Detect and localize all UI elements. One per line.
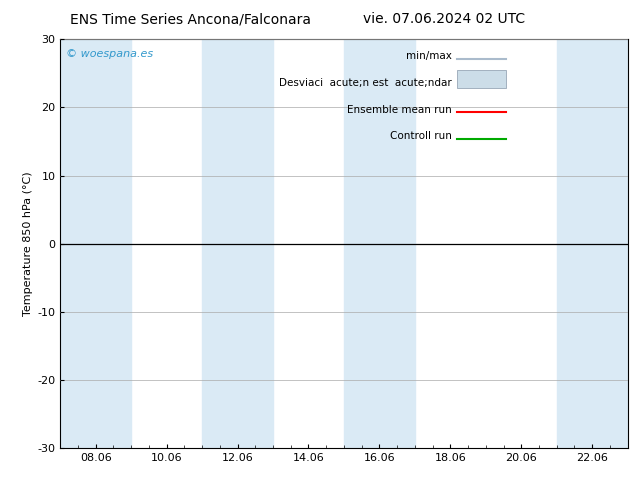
Bar bbox=[344, 39, 415, 448]
Text: Desviaci  acute;n est  acute;ndar: Desviaci acute;n est acute;ndar bbox=[279, 78, 452, 88]
Text: ENS Time Series Ancona/Falconara: ENS Time Series Ancona/Falconara bbox=[70, 12, 311, 26]
Bar bbox=[60, 39, 131, 448]
Text: © woespana.es: © woespana.es bbox=[66, 49, 153, 59]
Text: vie. 07.06.2024 02 UTC: vie. 07.06.2024 02 UTC bbox=[363, 12, 525, 26]
Text: min/max: min/max bbox=[406, 51, 452, 61]
Text: Ensemble mean run: Ensemble mean run bbox=[347, 105, 452, 115]
Bar bbox=[202, 39, 273, 448]
Bar bbox=[557, 39, 628, 448]
Y-axis label: Temperature 850 hPa (°C): Temperature 850 hPa (°C) bbox=[23, 172, 33, 316]
Text: Controll run: Controll run bbox=[390, 131, 452, 141]
Bar bbox=[457, 70, 506, 88]
